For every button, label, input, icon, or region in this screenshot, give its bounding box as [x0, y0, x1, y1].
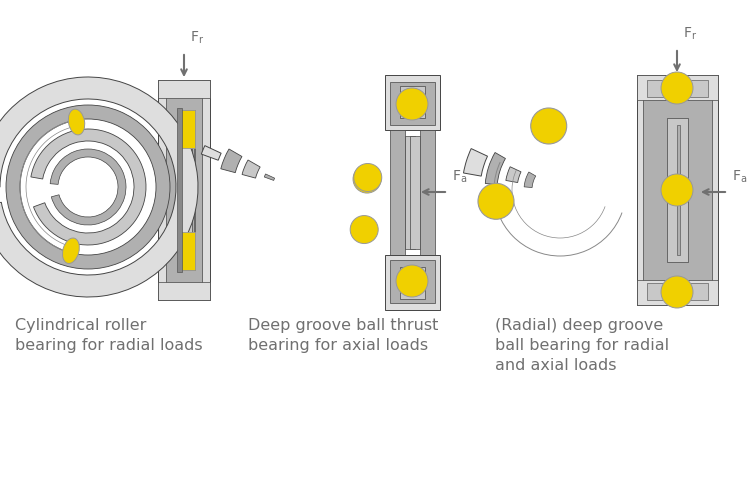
Polygon shape [647, 80, 708, 97]
Text: $\mathsf{F_r}$: $\mathsf{F_r}$ [190, 30, 204, 46]
Polygon shape [158, 80, 210, 300]
Text: Deep groove ball thrust: Deep groove ball thrust [248, 318, 438, 333]
Text: bearing for radial loads: bearing for radial loads [15, 338, 202, 353]
Circle shape [396, 88, 428, 120]
Text: ball bearing for radial: ball bearing for radial [495, 338, 669, 353]
Text: (Radial) deep groove: (Radial) deep groove [495, 318, 663, 333]
Polygon shape [420, 130, 435, 255]
Polygon shape [637, 75, 718, 305]
Polygon shape [180, 110, 195, 270]
Circle shape [353, 165, 381, 193]
Wedge shape [264, 174, 274, 180]
Polygon shape [643, 75, 712, 305]
Circle shape [661, 72, 693, 104]
Polygon shape [166, 80, 202, 300]
Polygon shape [405, 136, 415, 249]
Polygon shape [158, 80, 210, 98]
Polygon shape [390, 130, 405, 255]
Circle shape [478, 183, 514, 219]
Wedge shape [524, 172, 536, 188]
Text: $\mathsf{F_r}$: $\mathsf{F_r}$ [683, 25, 698, 42]
Ellipse shape [62, 238, 80, 264]
Circle shape [661, 276, 693, 308]
Polygon shape [180, 232, 195, 270]
Text: $\mathsf{F_a}$: $\mathsf{F_a}$ [452, 168, 467, 185]
Wedge shape [464, 149, 488, 176]
Polygon shape [177, 108, 182, 272]
Text: and axial loads: and axial loads [495, 358, 616, 373]
Polygon shape [410, 136, 420, 249]
Wedge shape [220, 149, 242, 173]
Polygon shape [667, 118, 688, 262]
Circle shape [661, 174, 693, 206]
Text: bearing for axial loads: bearing for axial loads [248, 338, 428, 353]
Wedge shape [201, 145, 221, 160]
Text: $\mathsf{F_a}$: $\mathsf{F_a}$ [732, 168, 747, 185]
Wedge shape [50, 149, 126, 225]
Polygon shape [390, 82, 435, 125]
Polygon shape [385, 255, 440, 310]
Wedge shape [6, 105, 170, 269]
Polygon shape [180, 110, 195, 148]
Polygon shape [677, 125, 680, 255]
Polygon shape [637, 280, 718, 305]
Polygon shape [385, 75, 440, 130]
Wedge shape [506, 167, 521, 182]
Circle shape [396, 265, 428, 297]
Ellipse shape [68, 109, 85, 135]
Wedge shape [242, 160, 260, 178]
Wedge shape [485, 153, 506, 184]
Polygon shape [400, 267, 425, 299]
Polygon shape [158, 282, 210, 300]
Polygon shape [192, 125, 194, 255]
Wedge shape [0, 77, 198, 297]
Circle shape [350, 216, 378, 243]
Circle shape [531, 108, 567, 144]
Circle shape [354, 164, 382, 192]
Polygon shape [637, 75, 718, 100]
Text: Cylindrical roller: Cylindrical roller [15, 318, 146, 333]
Wedge shape [31, 129, 146, 245]
Polygon shape [400, 86, 425, 118]
Polygon shape [647, 283, 708, 300]
Polygon shape [390, 260, 435, 303]
